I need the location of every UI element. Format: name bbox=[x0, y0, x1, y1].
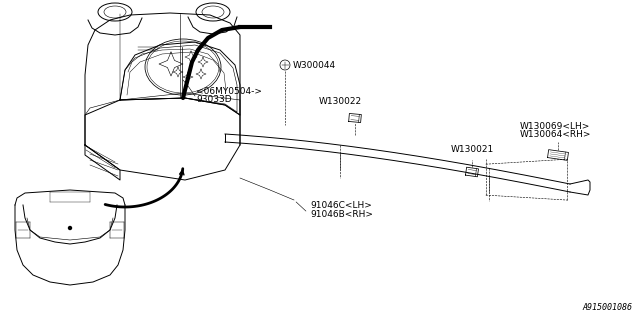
Text: W130069<LH>: W130069<LH> bbox=[520, 122, 590, 131]
Text: 91046C<LH>: 91046C<LH> bbox=[310, 201, 372, 210]
Text: W130021: W130021 bbox=[451, 145, 493, 154]
Text: 91046B<RH>: 91046B<RH> bbox=[310, 210, 373, 219]
Text: W130022: W130022 bbox=[319, 97, 362, 106]
Text: W130064<RH>: W130064<RH> bbox=[519, 130, 591, 139]
Text: 93033D: 93033D bbox=[196, 95, 232, 104]
Circle shape bbox=[68, 227, 72, 229]
Text: W300044: W300044 bbox=[293, 60, 336, 69]
Text: <06MY0504->: <06MY0504-> bbox=[196, 87, 262, 96]
Text: A915001086: A915001086 bbox=[582, 303, 632, 312]
